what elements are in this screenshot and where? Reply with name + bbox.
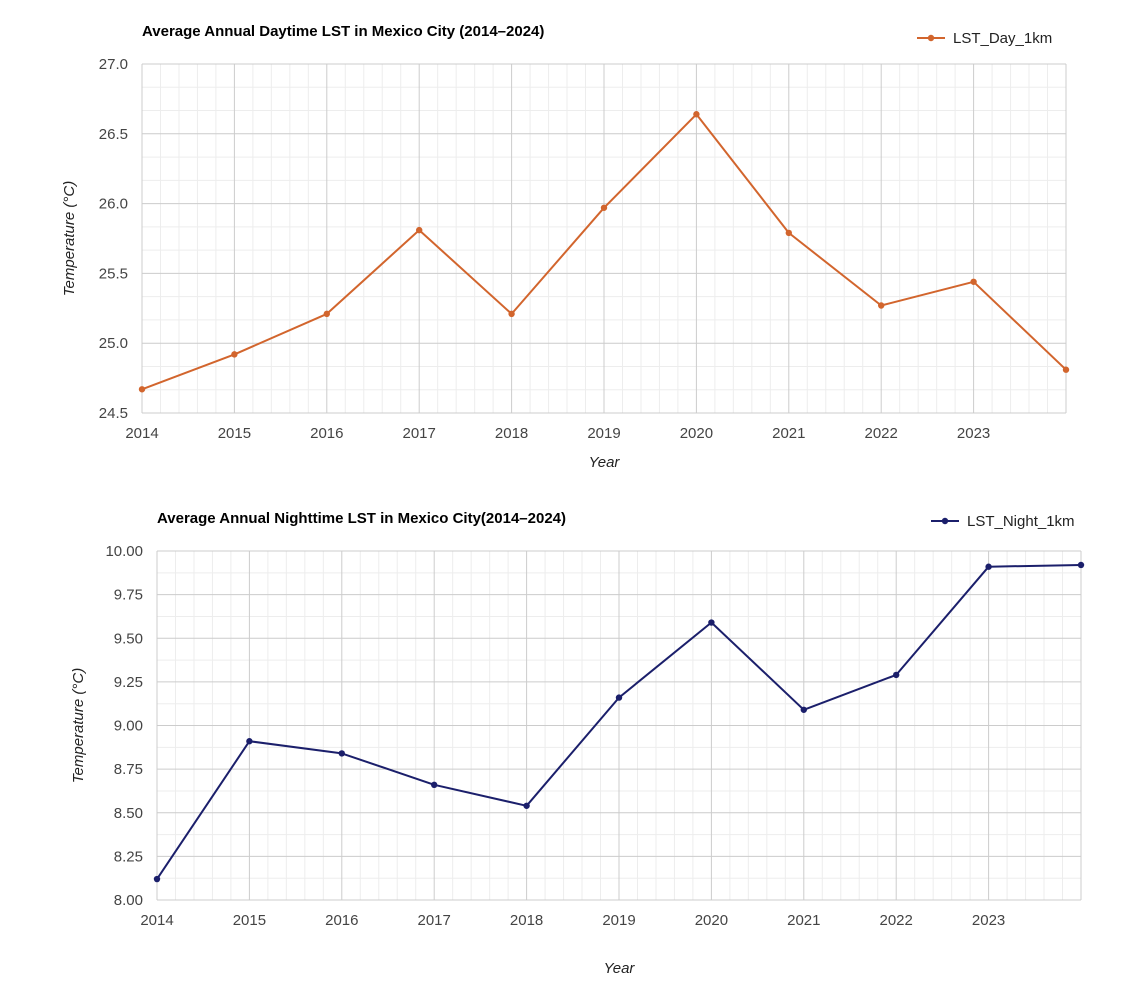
x-axis-title: Year — [589, 454, 621, 471]
legend-label[interactable]: LST_Night_1km — [967, 513, 1075, 530]
grid — [141, 63, 1067, 414]
y-tick-label: 27.0 — [99, 56, 128, 73]
x-tick-label: 2017 — [418, 912, 451, 929]
data-point[interactable] — [893, 671, 900, 679]
x-tick-label: 2014 — [125, 425, 158, 442]
x-tick-label: 2018 — [495, 425, 528, 442]
daytime-lst-chart: Average Annual Daytime LST in Mexico Cit… — [61, 23, 1070, 471]
x-tick-label: 2016 — [310, 425, 343, 442]
x-tick-label: 2018 — [510, 912, 543, 929]
legend-swatch-marker — [941, 517, 949, 525]
y-tick-label: 10.00 — [105, 543, 143, 560]
x-axis-title: Year — [604, 960, 636, 977]
data-point[interactable] — [323, 310, 330, 318]
data-point[interactable] — [878, 302, 885, 309]
nighttime-lst-chart: Average Annual Nighttime LST in Mexico C… — [70, 510, 1085, 977]
x-tick-label: 2019 — [602, 912, 635, 929]
y-tick-label: 8.00 — [114, 892, 143, 909]
x-tick-label: 2017 — [403, 425, 436, 442]
x-tick-label: 2014 — [140, 912, 173, 929]
x-tick-label: 2021 — [787, 912, 820, 929]
data-point[interactable] — [138, 386, 146, 393]
data-point[interactable] — [231, 351, 238, 358]
x-tick-label: 2023 — [972, 912, 1005, 929]
data-point[interactable] — [508, 310, 515, 318]
y-axis-title: Temperature (°C) — [61, 181, 78, 296]
data-point[interactable] — [1062, 366, 1070, 373]
data-point[interactable] — [785, 229, 792, 237]
y-tick-label: 26.0 — [99, 196, 128, 213]
x-tick-label: 2019 — [587, 425, 620, 442]
data-point[interactable] — [985, 563, 992, 570]
legend-swatch-marker — [927, 34, 935, 42]
data-point[interactable] — [1077, 561, 1085, 569]
data-point[interactable] — [708, 619, 715, 626]
x-tick-label: 2022 — [880, 912, 913, 929]
x-tick-label: 2015 — [233, 912, 266, 929]
x-tick-label: 2016 — [325, 912, 358, 929]
x-tick-label: 2020 — [680, 425, 713, 442]
y-axis-title: Temperature (°C) — [70, 668, 87, 783]
data-point[interactable] — [431, 781, 438, 789]
data-point[interactable] — [523, 802, 530, 809]
data-point[interactable] — [416, 226, 423, 234]
data-point[interactable] — [800, 706, 807, 713]
y-tick-label: 26.5 — [99, 126, 128, 143]
x-tick-label: 2015 — [218, 425, 251, 442]
y-tick-label: 8.75 — [114, 761, 143, 778]
y-tick-label: 8.50 — [114, 805, 143, 822]
y-tick-label: 9.50 — [114, 630, 143, 647]
x-tick-label: 2020 — [695, 912, 728, 929]
legend-label[interactable]: LST_Day_1km — [953, 30, 1052, 47]
chart-title: Average Annual Nighttime LST in Mexico C… — [157, 510, 566, 527]
x-tick-label: 2023 — [957, 425, 990, 442]
y-tick-label: 8.25 — [114, 848, 143, 865]
x-tick-label: 2022 — [865, 425, 898, 442]
data-point[interactable] — [615, 694, 623, 701]
y-tick-label: 9.75 — [114, 587, 143, 604]
data-point[interactable] — [970, 278, 977, 285]
y-tick-label: 25.0 — [99, 335, 128, 352]
y-tick-label: 24.5 — [99, 405, 128, 422]
data-point[interactable] — [600, 204, 608, 211]
chart-title: Average Annual Daytime LST in Mexico Cit… — [142, 23, 544, 40]
data-point[interactable] — [153, 875, 161, 883]
x-tick-label: 2021 — [772, 425, 805, 442]
data-point[interactable] — [338, 750, 345, 757]
data-point[interactable] — [693, 111, 700, 118]
data-point[interactable] — [246, 738, 253, 745]
y-tick-label: 9.25 — [114, 674, 143, 691]
y-tick-label: 25.5 — [99, 265, 128, 282]
y-tick-label: 9.00 — [114, 718, 143, 735]
grid — [156, 550, 1082, 901]
